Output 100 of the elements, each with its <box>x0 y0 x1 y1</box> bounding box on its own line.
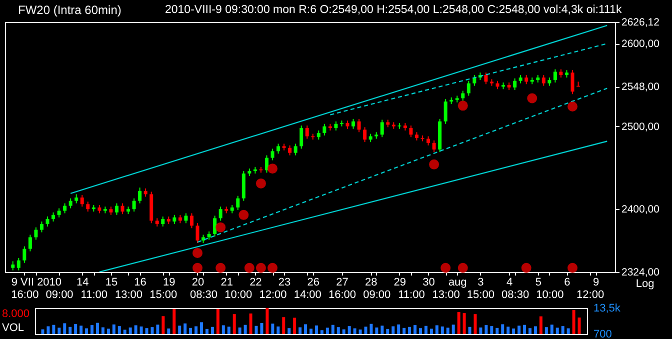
point <box>568 262 578 273</box>
x-tick-label: 12:00 <box>259 289 287 301</box>
x-tick-label: 9 <box>593 276 600 288</box>
candlestick <box>352 118 356 130</box>
candlestick <box>288 144 292 156</box>
candlestick <box>461 90 465 102</box>
point <box>429 159 440 170</box>
candlestick <box>236 195 240 210</box>
text: 8.000 <box>2 308 30 320</box>
candlestick <box>184 212 188 224</box>
x-tick-label: 10:00 <box>224 289 252 301</box>
candlestick <box>16 257 20 271</box>
candlestick <box>409 125 413 138</box>
y-tick-label: 2548,00 <box>622 81 660 94</box>
x-tick-label: 21 <box>220 276 233 288</box>
candlestick <box>63 202 67 214</box>
candlestick <box>161 216 165 227</box>
y-tick-label: 2626,12 <box>622 16 660 28</box>
x-tick-label: 27 16:00 <box>328 276 356 301</box>
x-tick-label: 5 <box>535 276 542 288</box>
y-tick-label: 13,5k <box>594 302 621 314</box>
point <box>216 262 226 273</box>
candlestick <box>270 148 274 161</box>
y-tick-label: 2324,00 <box>622 266 660 278</box>
point <box>568 102 578 112</box>
candlestick <box>68 198 72 209</box>
candlestick <box>114 202 118 216</box>
x-tick-label: 11:00 <box>80 289 108 301</box>
chart-subtitle: 2010-VIII-9 09:30:00 mon R:6 O:2549,00 H:2554,00 L:2548,00 C:2548,00 vol:4,3k oi:111k <box>165 4 622 16</box>
point <box>244 262 254 273</box>
x-tick-label: aug <box>448 276 467 288</box>
x-tick-label: 10:00 <box>536 289 564 301</box>
candlestick <box>432 140 436 153</box>
x-tick-label: 20 <box>192 276 204 288</box>
candlestick <box>11 260 15 271</box>
point <box>192 248 202 258</box>
y-tick-label: 2400,00 <box>622 204 660 216</box>
candlestick <box>86 201 90 212</box>
text: Log <box>636 278 654 290</box>
x-tick-label: 29 <box>394 276 406 288</box>
candlestick <box>316 130 320 140</box>
point <box>527 93 538 104</box>
candlestick <box>218 206 222 222</box>
candlestick <box>34 226 38 240</box>
point <box>256 178 266 188</box>
y-tick-label: 2500,00 <box>622 120 660 133</box>
point <box>238 210 249 220</box>
x-tick-label: 15 <box>105 276 118 288</box>
candlestick <box>524 74 528 85</box>
point <box>216 222 226 232</box>
x-tick-label: 13:00 <box>115 289 143 301</box>
x-tick-label: 14:00 <box>294 289 322 301</box>
point <box>268 262 278 273</box>
candlestick <box>570 70 574 95</box>
x-tick-label: 22 <box>250 276 262 288</box>
x-tick-label: 4 <box>506 276 513 288</box>
x-tick-label: 6 <box>564 276 570 288</box>
candlestick <box>426 136 430 146</box>
candlestick <box>213 215 217 237</box>
candlestick <box>305 125 309 140</box>
candlestick <box>553 68 557 84</box>
candlestick <box>172 214 176 225</box>
candlestick <box>300 125 304 150</box>
x-tick-label: 3 15:00 <box>466 276 494 301</box>
y-tick-label: 2600,00 <box>622 38 660 50</box>
point <box>192 262 202 273</box>
candlestick <box>52 212 56 222</box>
x-tick-label: 16 <box>134 276 146 288</box>
candlestick <box>80 194 84 208</box>
candlestick <box>334 120 338 131</box>
candlestick <box>542 74 546 86</box>
x-tick-label: 09:00 <box>363 289 391 301</box>
candlestick <box>357 118 361 133</box>
x-tick-label: 19 <box>163 276 176 288</box>
x-tick-label: 23 <box>278 276 291 288</box>
candlestick <box>74 194 78 204</box>
x-tick-label: 12:00 <box>576 289 604 301</box>
point <box>458 100 468 111</box>
chart-title: FW20 (Intra 60min) <box>18 3 122 17</box>
x-tick-label: 15:00 <box>150 289 178 301</box>
candlestick <box>40 221 44 233</box>
candlestick <box>190 212 194 229</box>
candlestick <box>513 78 517 90</box>
x-tick-label: 11:00 <box>398 289 425 301</box>
candlestick <box>120 202 124 215</box>
x-tick-label: 9 VII 2010 <box>11 276 62 288</box>
x-tick-label: 30 <box>422 276 435 288</box>
candlestick <box>466 80 470 96</box>
x-tick-label: 14 <box>76 276 89 288</box>
candlestick <box>46 216 50 227</box>
candlestick <box>294 143 298 156</box>
point <box>256 262 266 273</box>
candlestick <box>22 246 26 264</box>
candlestick <box>276 143 280 154</box>
x-tick-label: 13:00 <box>432 289 460 301</box>
x-tick-label: 26 <box>307 276 320 288</box>
x-tick-label: 16:00 <box>11 289 39 301</box>
point <box>268 164 278 174</box>
point <box>440 262 451 273</box>
x-tick-label: 08:30 <box>190 289 218 301</box>
